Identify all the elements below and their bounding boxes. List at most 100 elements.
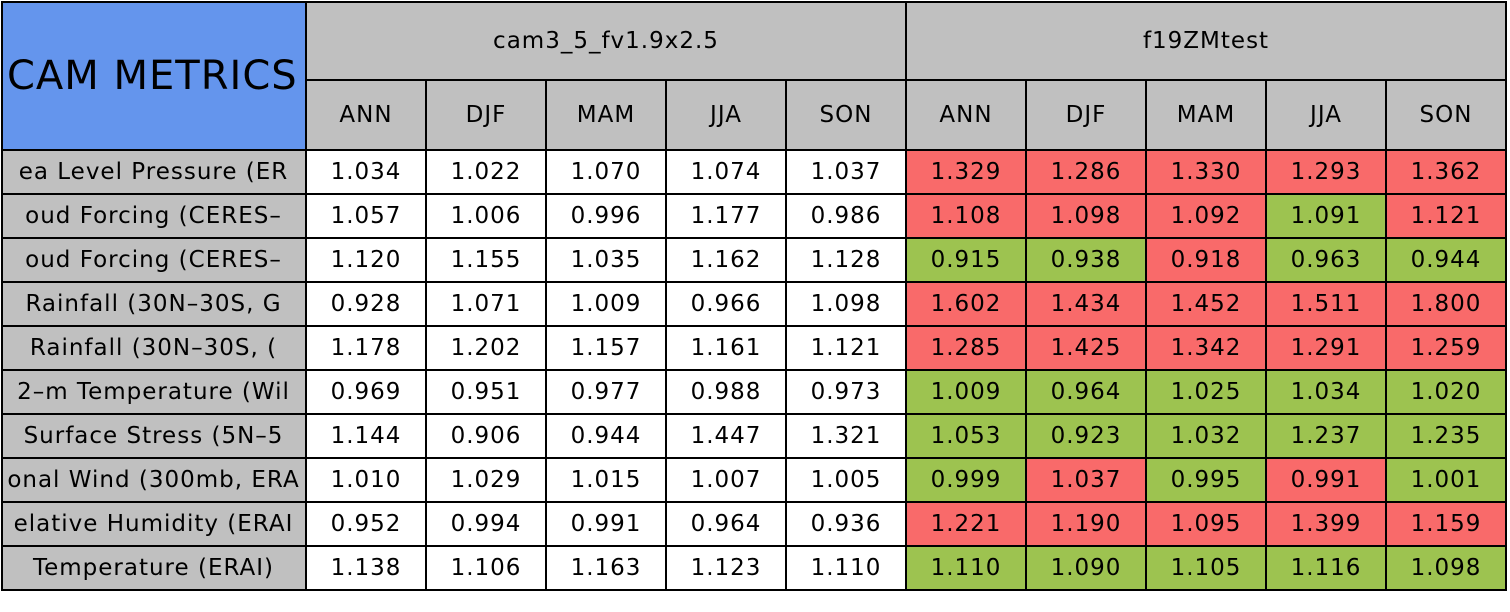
value-cell: 1.034 (305, 149, 427, 195)
value-cell: 1.177 (665, 193, 787, 239)
value-cell: 1.259 (1384, 325, 1508, 371)
value-cell: 1.291 (1265, 325, 1387, 371)
value-cell: 1.144 (305, 413, 427, 459)
value-cell: 0.995 (1145, 457, 1267, 503)
value-cell: 1.010 (305, 457, 427, 503)
value-cell: 1.105 (1145, 545, 1267, 591)
value-cell: 0.944 (545, 413, 667, 459)
value-cell: 1.009 (905, 369, 1027, 415)
row-label: Rainfall (30N–30S, ( (29, 335, 278, 361)
value-cell: 1.106 (425, 545, 547, 591)
value-cell: 1.071 (425, 281, 547, 327)
season-header: MAM (1145, 79, 1267, 151)
value-cell: 1.092 (1145, 193, 1267, 239)
value-cell: 1.511 (1265, 281, 1387, 327)
row-label: Rainfall (30N–30S, G (25, 291, 282, 317)
group-header: f19ZMtest (904, 1, 1508, 81)
value-cell: 0.944 (1384, 237, 1508, 283)
data-row: oud Forcing (CERES– 1.120 1.155 1.035 1.162 1… (1, 237, 1508, 283)
value-cell: 1.110 (785, 545, 907, 591)
row-label-cell: Rainfall (30N–30S, G (1, 281, 307, 327)
row-label-cell: ea Level Pressure (ER (1, 149, 307, 195)
season-header: DJF (1025, 79, 1147, 151)
value-cell: 1.159 (1384, 501, 1508, 547)
value-cell: 1.095 (1145, 501, 1267, 547)
season-header: ANN (905, 79, 1027, 151)
row-label: Surface Stress (5N–5 (23, 423, 284, 449)
value-cell: 1.098 (785, 281, 907, 327)
value-cell: 1.005 (785, 457, 907, 503)
value-cell: 0.996 (545, 193, 667, 239)
season-header: JJA (1265, 79, 1387, 151)
value-cell: 1.091 (1265, 193, 1387, 239)
value-cell: 1.116 (1265, 545, 1387, 591)
value-cell: 0.964 (1025, 369, 1147, 415)
data-row: ea Level Pressure (ER 1.034 1.022 1.070 1.07… (1, 149, 1508, 195)
season-header: SON (1384, 79, 1508, 151)
value-cell: 1.022 (425, 149, 547, 195)
value-cell: 1.032 (1145, 413, 1267, 459)
row-label-cell: oud Forcing (CERES– (1, 193, 307, 239)
value-cell: 1.070 (545, 149, 667, 195)
value-cell: 1.121 (1384, 193, 1508, 239)
value-cell: 1.293 (1265, 149, 1387, 195)
value-cell: 0.986 (785, 193, 907, 239)
row-label: oud Forcing (CERES– (25, 247, 282, 273)
value-cell: 0.977 (545, 369, 667, 415)
value-cell: 1.221 (905, 501, 1027, 547)
row-label-cell: oud Forcing (CERES– (1, 237, 307, 283)
value-cell: 0.991 (1265, 457, 1387, 503)
value-cell: 1.447 (665, 413, 787, 459)
table-title: CAM METRICS (1, 1, 307, 151)
season-header-row: ANN DJF MAM JJA SON ANN DJF MAM JJA SON (2, 79, 1508, 151)
value-cell: 1.138 (305, 545, 427, 591)
value-cell: 0.952 (305, 501, 427, 547)
value-cell: 0.964 (665, 501, 787, 547)
value-cell: 1.202 (425, 325, 547, 371)
value-cell: 0.973 (785, 369, 907, 415)
row-label: elative Humidity (ERAI (13, 511, 294, 537)
value-cell: 0.928 (305, 281, 427, 327)
row-label: onal Wind (300mb, ERA (7, 467, 300, 493)
row-label: 2–m Temperature (Wil (17, 379, 290, 405)
value-cell: 1.128 (785, 237, 907, 283)
value-cell: 1.235 (1384, 413, 1508, 459)
data-row: Surface Stress (5N–5 1.144 0.906 0.944 1.447… (1, 413, 1508, 459)
table-body: CAM METRICS cam3_5_fv1.9x2.5 f19ZMtest ANN D… (1, 1, 1508, 591)
value-cell: 0.999 (905, 457, 1027, 503)
data-row: elative Humidity (ERAI 0.952 0.994 0.991 0.9… (1, 501, 1508, 547)
value-cell: 1.121 (785, 325, 907, 371)
value-cell: 0.951 (425, 369, 547, 415)
row-label-cell: onal Wind (300mb, ERA (1, 457, 307, 503)
season-header: SON (785, 79, 907, 151)
group-header: cam3_5_fv1.9x2.5 (305, 1, 907, 81)
value-cell: 1.110 (905, 545, 1027, 591)
value-cell: 1.602 (905, 281, 1027, 327)
value-cell: 0.988 (665, 369, 787, 415)
value-cell: 1.155 (425, 237, 547, 283)
value-cell: 1.285 (905, 325, 1027, 371)
value-cell: 1.162 (665, 237, 787, 283)
value-cell: 1.178 (305, 325, 427, 371)
data-row: Rainfall (30N–30S, (1.178 1.202 1.157 1.161… (1, 325, 1508, 371)
value-cell: 1.037 (785, 149, 907, 195)
row-label: oud Forcing (CERES– (25, 203, 282, 229)
value-cell: 0.918 (1145, 237, 1267, 283)
value-cell: 1.120 (305, 237, 427, 283)
value-cell: 1.057 (305, 193, 427, 239)
row-label-cell: elative Humidity (ERAI (1, 501, 307, 547)
row-label-cell: Rainfall (30N–30S, ( (1, 325, 307, 371)
value-cell: 1.098 (1384, 545, 1508, 591)
value-cell: 0.936 (785, 501, 907, 547)
season-header: DJF (425, 79, 547, 151)
value-cell: 1.163 (545, 545, 667, 591)
season-header: JJA (665, 79, 787, 151)
value-cell: 1.015 (545, 457, 667, 503)
row-label: ea Level Pressure (ER (18, 159, 289, 185)
value-cell: 0.994 (425, 501, 547, 547)
value-cell: 1.037 (1025, 457, 1147, 503)
value-cell: 1.399 (1265, 501, 1387, 547)
value-cell: 0.991 (545, 501, 667, 547)
value-cell: 0.966 (665, 281, 787, 327)
value-cell: 1.800 (1384, 281, 1508, 327)
